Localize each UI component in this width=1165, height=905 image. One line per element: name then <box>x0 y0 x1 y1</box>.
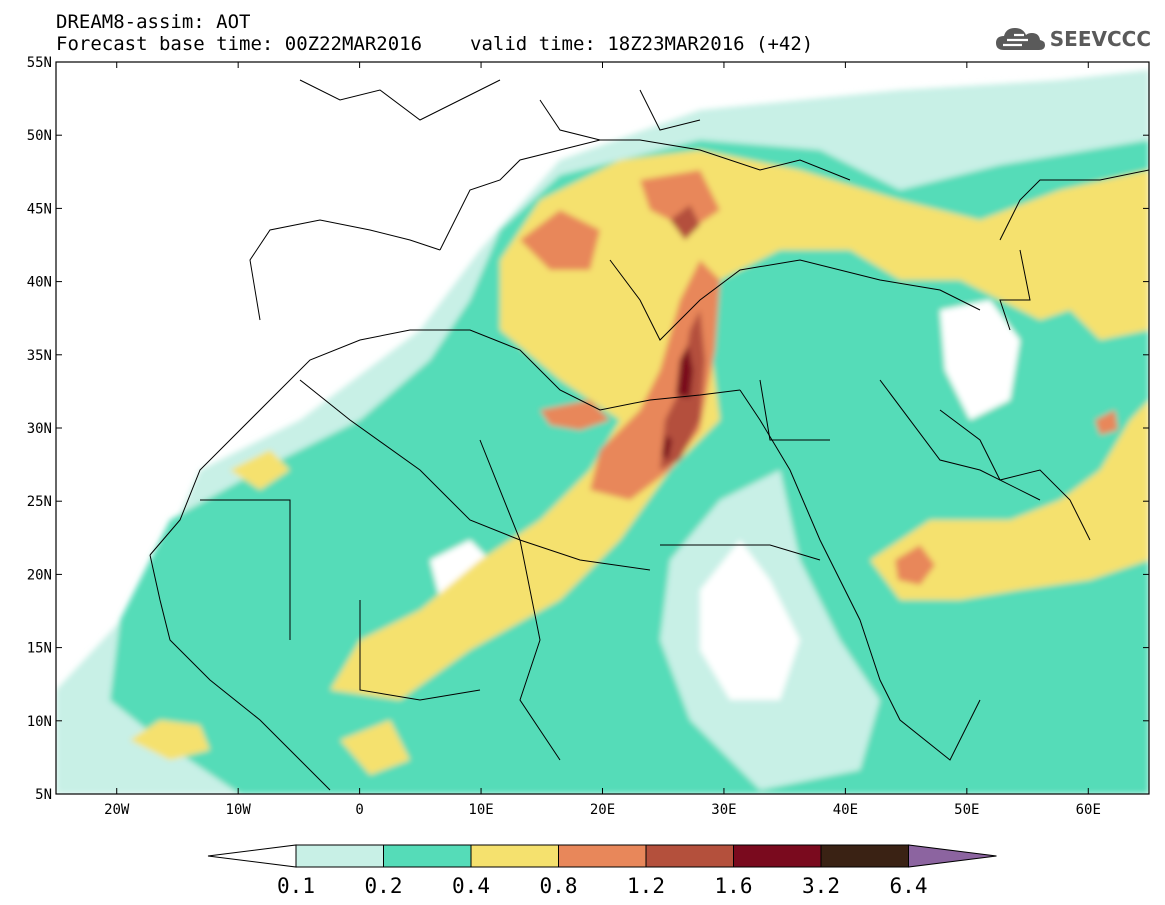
colorbar: 0.1 0.2 0.4 0.8 1.2 1.6 3.2 6.4 <box>207 844 997 898</box>
lon-tick-label: 50E <box>954 802 979 818</box>
title-text: DREAM8-assim: AOT <box>56 11 251 33</box>
lon-tick-label: 30E <box>711 802 736 818</box>
colorbar-level-label: 1.2 <box>627 874 665 898</box>
map-subtitle: Forecast base time: 00Z22MAR2016 valid ti… <box>56 34 813 54</box>
colorbar-swatch <box>383 844 472 868</box>
aot-field <box>56 62 1149 794</box>
cloud-icon <box>995 28 1045 50</box>
lon-tick-label: 20E <box>590 802 615 818</box>
colorbar-swatch <box>558 844 647 868</box>
colorbar-level-label: 3.2 <box>802 874 840 898</box>
logo-text: SEEVCCC <box>1049 27 1151 51</box>
lat-tick-label: 35N <box>27 348 52 364</box>
lon-tick-label: 40E <box>833 802 858 818</box>
lat-tick-label: 55N <box>27 55 52 71</box>
colorbar-high-arrow <box>908 844 997 868</box>
lon-tick-label: 10W <box>226 802 252 818</box>
colorbar-swatch <box>470 844 559 868</box>
lat-tick-label: 15N <box>27 641 52 657</box>
colorbar-swatch <box>820 844 909 868</box>
lon-tick-label: 0 <box>355 802 363 818</box>
lat-tick-label: 10N <box>27 714 52 730</box>
lat-tick-label: 25N <box>27 494 52 510</box>
coastlines <box>149 79 1149 791</box>
valid-time-text: valid time: 18Z23MAR2016 (+42) <box>470 33 814 55</box>
lat-tick-label: 50N <box>27 128 52 144</box>
map-title: DREAM8-assim: AOT <box>56 12 250 32</box>
base-time-text: Forecast base time: 00Z22MAR2016 <box>56 33 423 55</box>
lat-tick-label: 20N <box>27 567 52 583</box>
lon-tick-label: 10E <box>468 802 493 818</box>
lon-tick-label: 60E <box>1076 802 1101 818</box>
colorbar-level-label: 1.6 <box>715 874 753 898</box>
longitude-axis: 20W 10W 0 10E 20E 30E 40E 50E 60E <box>104 62 1101 818</box>
lat-tick-label: 40N <box>27 275 52 291</box>
colorbar-low-arrow <box>207 844 297 868</box>
colorbar-level-label: 0.1 <box>277 874 315 898</box>
seevccc-logo: SEEVCCC <box>994 24 1151 54</box>
lat-tick-label: 30N <box>27 421 52 437</box>
colorbar-level-label: 0.8 <box>540 874 578 898</box>
colorbar-level-label: 6.4 <box>890 874 928 898</box>
colorbar-swatch <box>295 844 384 868</box>
lon-tick-label: 20W <box>104 802 130 818</box>
lat-tick-label: 5N <box>35 787 52 803</box>
colorbar-level-label: 0.2 <box>365 874 403 898</box>
colorbar-swatch <box>645 844 734 868</box>
latitude-axis: 55N 50N 45N 40N 35N 30N 25N 20N 15N 10N 5N <box>27 55 1149 803</box>
colorbar-swatch <box>733 844 822 868</box>
lat-tick-label: 45N <box>27 201 52 217</box>
colorbar-level-label: 0.4 <box>452 874 490 898</box>
